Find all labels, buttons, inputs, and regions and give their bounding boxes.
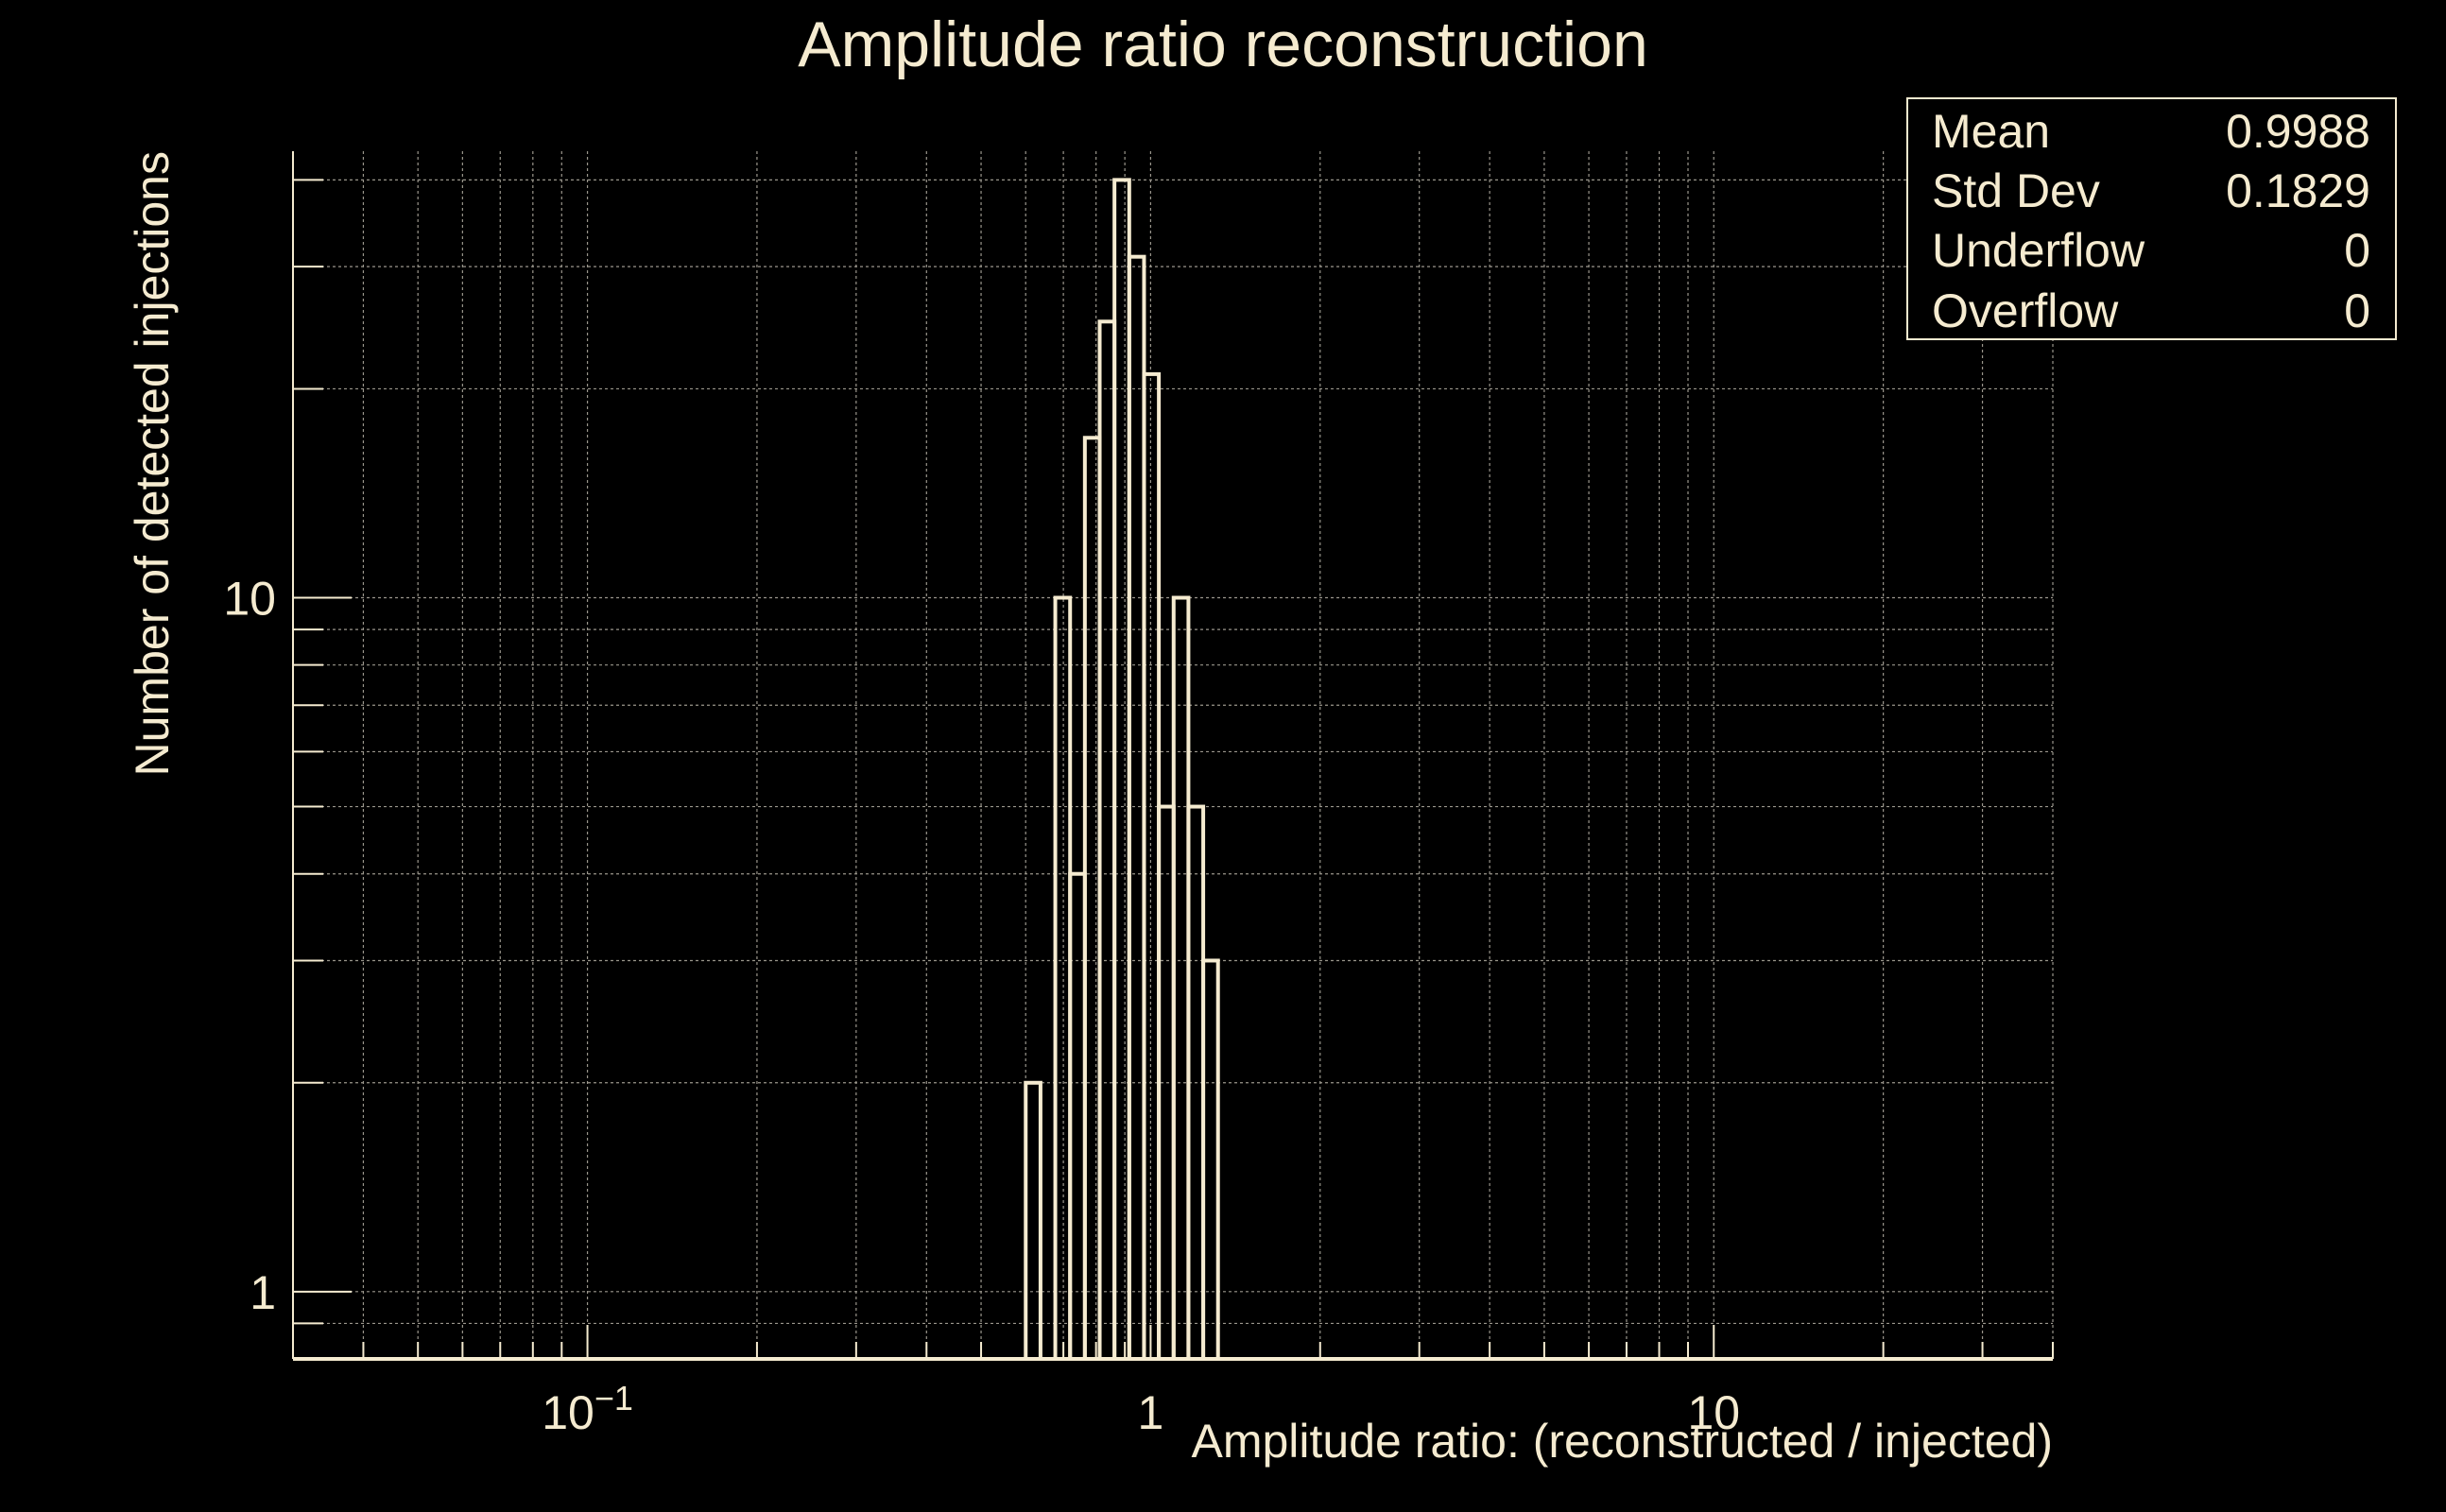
stats-label-overflow: Overflow [1932, 284, 2119, 337]
axes [292, 151, 2053, 1361]
stats-box: Mean 0.9988 Std Dev 0.1829 Underflow 0 O… [1906, 97, 2397, 340]
stats-value-std-dev: 0.1829 [2226, 164, 2370, 217]
chart-title: Amplitude ratio reconstruction [798, 9, 1648, 80]
x-axis-label: Amplitude ratio: (reconstructed / inject… [1191, 1415, 2053, 1468]
stats-label-mean: Mean [1932, 105, 2050, 158]
stats-value-overflow: 0 [2344, 284, 2370, 337]
x-tick-label: 10−1 [542, 1379, 633, 1439]
tick-labels: 10−1 1 10 1 10 [223, 573, 1740, 1439]
stats-box-border [1906, 97, 2397, 340]
y-tick-label: 1 [250, 1266, 276, 1319]
x-tick-label: 10 [1687, 1386, 1740, 1439]
stats-value-mean: 0.9988 [2226, 105, 2370, 158]
stats-value-underflow: 0 [2344, 224, 2370, 277]
stats-label-std-dev: Std Dev [1932, 164, 2100, 217]
y-axis-label: Number of detected injections [126, 151, 179, 776]
y-tick-label: 10 [223, 573, 276, 626]
x-tick-label: 1 [1138, 1386, 1164, 1439]
stats-label-underflow: Underflow [1932, 224, 2145, 277]
